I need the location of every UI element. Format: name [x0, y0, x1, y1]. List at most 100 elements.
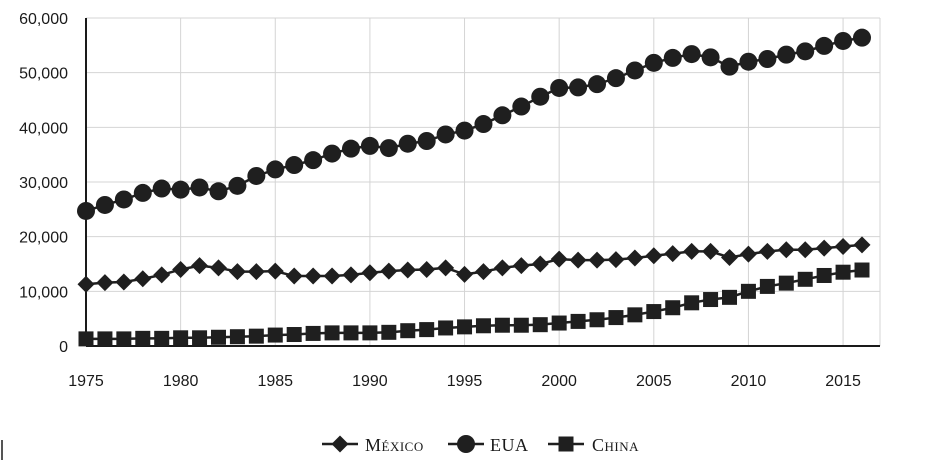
- data-point: [550, 78, 569, 97]
- data-point: [304, 267, 322, 285]
- data-point: [398, 134, 417, 153]
- data-point: [474, 263, 492, 281]
- y-tick-label: 10,000: [19, 284, 68, 301]
- data-point: [77, 275, 95, 293]
- data-point: [664, 245, 682, 263]
- data-point: [190, 178, 209, 197]
- data-point: [646, 304, 662, 320]
- data-point: [153, 266, 171, 284]
- data-point: [815, 239, 833, 257]
- data-point: [305, 325, 321, 341]
- data-point: [721, 248, 739, 266]
- data-point: [778, 275, 794, 291]
- legend: México EUA China: [322, 435, 639, 455]
- data-point: [323, 144, 342, 163]
- data-point: [796, 241, 814, 259]
- series-line: [86, 268, 863, 341]
- data-point: [133, 183, 152, 202]
- data-point: [570, 313, 586, 329]
- data-point: [739, 245, 757, 263]
- data-point: [512, 97, 531, 116]
- data-point: [134, 270, 152, 288]
- data-point: [835, 264, 851, 280]
- data-point: [606, 69, 625, 88]
- data-point: [400, 323, 416, 339]
- y-tick-label: 60,000: [19, 11, 68, 28]
- data-point: [135, 330, 151, 346]
- x-tick-label: 2005: [636, 373, 672, 390]
- data-point: [853, 236, 871, 254]
- data-point: [608, 310, 624, 326]
- data-point: [360, 136, 379, 155]
- x-tick-label: 1980: [163, 373, 199, 390]
- legend-label: México: [365, 435, 424, 455]
- tick-label-layer: 0 10,000 20,000 30,000 40,000 50,000 60,000 197…: [19, 11, 861, 390]
- data-point: [229, 329, 245, 345]
- data-point: [701, 48, 720, 67]
- data-point: [152, 179, 171, 198]
- data-point: [380, 262, 398, 280]
- data-point: [512, 257, 530, 275]
- data-point: [399, 261, 417, 279]
- data-point: [720, 57, 739, 76]
- data-point: [323, 267, 341, 285]
- data-point: [758, 242, 776, 260]
- data-point: [171, 180, 190, 199]
- data-point: [457, 319, 473, 335]
- data-point: [116, 331, 132, 347]
- data-point: [97, 331, 113, 347]
- data-point: [816, 267, 832, 283]
- legend-label: China: [592, 435, 639, 455]
- data-point: [777, 241, 795, 259]
- data-point: [663, 48, 682, 67]
- data-point: [777, 45, 796, 64]
- data-point: [475, 318, 491, 334]
- data-point: [172, 260, 190, 278]
- data-point: [551, 315, 567, 331]
- data-point: [474, 115, 493, 134]
- data-point: [645, 247, 663, 265]
- y-tick-label: 0: [59, 339, 68, 356]
- data-point: [494, 317, 510, 333]
- data-point: [379, 139, 398, 158]
- data-point: [304, 151, 323, 170]
- data-point: [77, 201, 95, 220]
- y-tick-label: 50,000: [19, 66, 68, 83]
- data-point: [834, 238, 852, 256]
- legend-marker: [457, 435, 475, 453]
- data-point: [247, 166, 266, 185]
- data-point: [588, 75, 607, 94]
- data-point: [644, 53, 663, 72]
- data-point: [684, 295, 700, 311]
- data-point: [285, 267, 303, 285]
- data-point: [78, 331, 94, 347]
- data-point: [758, 50, 777, 68]
- data-point: [815, 36, 834, 55]
- data-point: [683, 242, 701, 260]
- data-point: [588, 251, 606, 269]
- data-point: [417, 132, 436, 150]
- data-point: [343, 325, 359, 341]
- data-point: [418, 260, 436, 278]
- data-point: [739, 52, 758, 71]
- data-point: [531, 255, 549, 273]
- data-point: [362, 325, 378, 341]
- data-point: [342, 266, 360, 284]
- data-point: [191, 257, 209, 275]
- data-point: [115, 273, 133, 291]
- x-tick-label: 1995: [447, 373, 483, 390]
- x-tick-label: 2010: [731, 373, 767, 390]
- data-point: [247, 263, 265, 281]
- y-tick-label: 20,000: [19, 230, 68, 247]
- x-tick-label: 2015: [825, 373, 861, 390]
- data-point: [361, 264, 379, 282]
- legend-label: EUA: [490, 435, 529, 455]
- data-point: [324, 325, 340, 341]
- data-point: [569, 251, 587, 269]
- data-point: [607, 251, 625, 269]
- data-point: [532, 317, 548, 333]
- data-point: [682, 45, 701, 64]
- data-point: [173, 330, 189, 346]
- data-point: [154, 330, 170, 346]
